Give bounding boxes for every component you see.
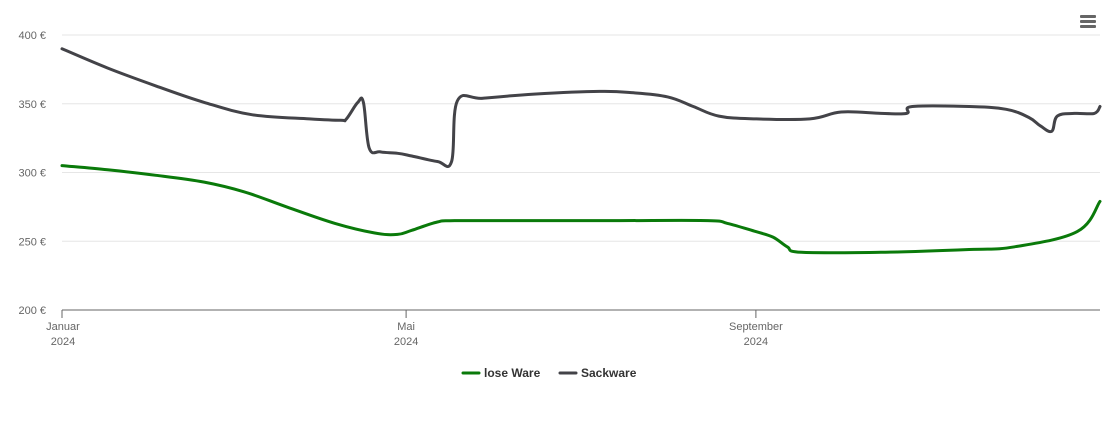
grid-lines (62, 34, 1100, 242)
legend-label: Sackware (581, 366, 637, 380)
x-tick-label: Mai (397, 321, 415, 333)
legend-label: lose Ware (484, 366, 541, 380)
x-tick-label: September (729, 321, 783, 333)
y-tick-label: 350 € (18, 99, 46, 111)
x-tick-year: 2024 (744, 336, 768, 348)
x-tick-label: Januar (46, 321, 80, 333)
series-line-0[interactable] (60, 164, 1102, 255)
y-tick-label: 300 € (18, 168, 46, 180)
series-line-1[interactable] (60, 47, 1102, 169)
legend-item[interactable]: Sackware (558, 366, 637, 380)
x-axis: Januar 2024 Mai 2024 September 2024 (46, 310, 783, 348)
y-tick-label: 250 € (18, 236, 46, 248)
y-axis: 200 € 250 € 300 € 350 € 400 € (18, 30, 46, 317)
y-tick-label: 400 € (18, 30, 46, 42)
legend: lose Ware Sackware (461, 366, 637, 380)
legend-item[interactable]: lose Ware (461, 366, 541, 380)
series-lines (60, 47, 1102, 255)
x-tick-year: 2024 (51, 336, 75, 348)
y-tick-label: 200 € (18, 305, 46, 317)
x-tick-year: 2024 (394, 336, 418, 348)
hamburger-menu-icon[interactable] (1074, 10, 1100, 34)
